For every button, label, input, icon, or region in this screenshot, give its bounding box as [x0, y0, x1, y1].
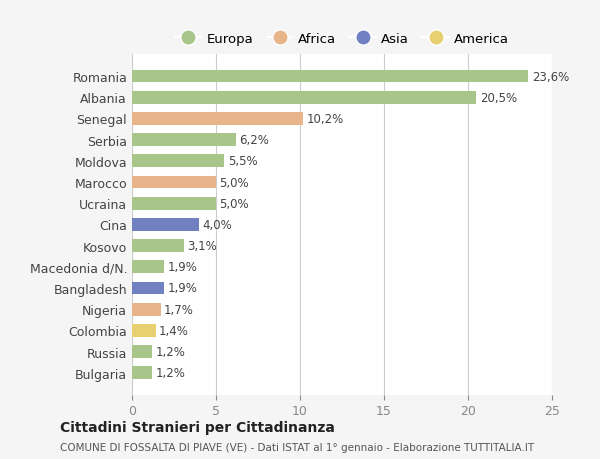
Bar — [132, 282, 164, 295]
Text: 20,5%: 20,5% — [480, 91, 517, 105]
Text: 1,2%: 1,2% — [155, 366, 185, 380]
Bar — [132, 92, 476, 104]
Text: 5,0%: 5,0% — [220, 176, 249, 189]
Bar — [132, 155, 224, 168]
Text: 5,5%: 5,5% — [228, 155, 257, 168]
Text: Cittadini Stranieri per Cittadinanza: Cittadini Stranieri per Cittadinanza — [60, 420, 335, 435]
Text: 3,1%: 3,1% — [187, 240, 217, 252]
Bar — [132, 218, 199, 231]
Text: 23,6%: 23,6% — [532, 70, 569, 84]
Text: 1,9%: 1,9% — [167, 261, 197, 274]
Text: 1,2%: 1,2% — [155, 345, 185, 358]
Bar — [132, 325, 155, 337]
Bar — [132, 346, 152, 358]
Text: 4,0%: 4,0% — [203, 218, 232, 231]
Text: COMUNE DI FOSSALTA DI PIAVE (VE) - Dati ISTAT al 1° gennaio - Elaborazione TUTTI: COMUNE DI FOSSALTA DI PIAVE (VE) - Dati … — [60, 442, 534, 452]
Text: 5,0%: 5,0% — [220, 197, 249, 210]
Bar — [132, 176, 216, 189]
Bar — [132, 71, 529, 83]
Text: 1,7%: 1,7% — [164, 303, 194, 316]
Bar — [132, 240, 184, 252]
Text: 1,4%: 1,4% — [159, 324, 189, 337]
Bar — [132, 261, 164, 274]
Text: 6,2%: 6,2% — [239, 134, 269, 147]
Bar — [132, 134, 236, 147]
Bar — [132, 197, 216, 210]
Bar — [132, 303, 161, 316]
Text: 10,2%: 10,2% — [307, 112, 344, 126]
Bar — [132, 367, 152, 379]
Bar — [132, 113, 304, 125]
Text: 1,9%: 1,9% — [167, 282, 197, 295]
Legend: Europa, Africa, Asia, America: Europa, Africa, Asia, America — [170, 28, 514, 51]
